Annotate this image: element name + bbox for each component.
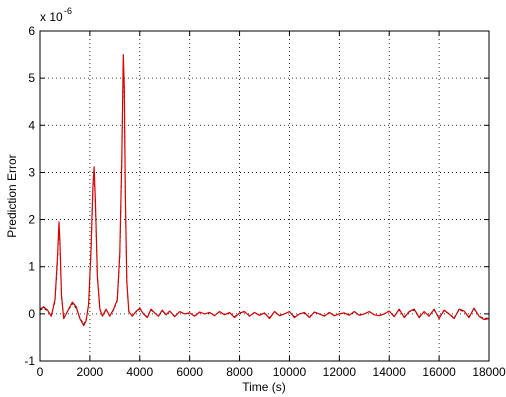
x-tick-label: 0 [37, 365, 44, 379]
error-series-line [39, 53, 490, 327]
x-axis-label: Time (s) [242, 380, 286, 394]
y-tick-label: -1 [24, 354, 35, 368]
x-tick-label: 10000 [273, 365, 307, 379]
y-tick-label: 4 [28, 118, 35, 132]
y-tick-label: 2 [28, 213, 35, 227]
y-tick-label: 3 [28, 165, 35, 179]
x-tick-label: 16000 [422, 365, 456, 379]
plot-frame [39, 30, 490, 362]
x-tick-label: 4000 [126, 365, 153, 379]
y-multiplier-base: x 10 [40, 10, 63, 24]
y-axis-ticks: -1 0 1 2 3 4 5 6 [24, 24, 489, 368]
y-axis-label: Prediction Error [5, 154, 19, 237]
x-tick-label: 12000 [323, 365, 357, 379]
x-axis-ticks: 0 2000 4000 6000 8000 10000 12000 14000 16000 180… [37, 31, 506, 379]
x-tick-label: 8000 [226, 365, 253, 379]
x-tick-label: 14000 [373, 365, 407, 379]
y-multiplier-exponent: -6 [64, 6, 72, 16]
grid [40, 31, 489, 361]
y-tick-label: 0 [28, 307, 35, 321]
y-tick-label: 6 [28, 24, 35, 38]
y-tick-label: 5 [28, 71, 35, 85]
x-tick-label: 2000 [77, 365, 104, 379]
error-series [39, 53, 490, 327]
x-tick-label: 18000 [472, 365, 506, 379]
x-tick-label: 6000 [176, 365, 203, 379]
y-tick-label: 1 [28, 260, 35, 274]
